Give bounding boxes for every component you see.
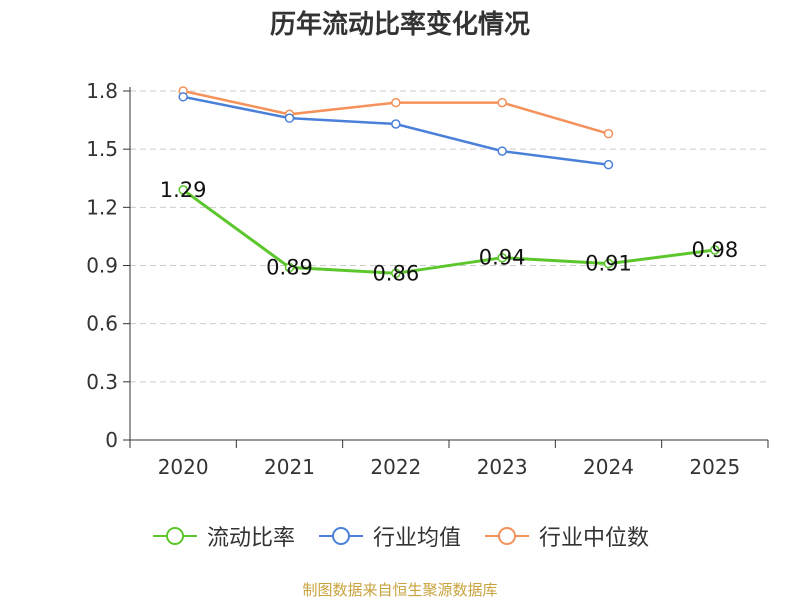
x-tick-label: 2022 — [370, 455, 421, 479]
legend-label: 行业中位数 — [539, 526, 650, 551]
x-tick-label: 2023 — [477, 455, 528, 479]
x-tick-label: 2025 — [689, 455, 740, 479]
legend-line-icon — [485, 527, 529, 545]
data-point — [178, 92, 188, 102]
data-point — [391, 119, 401, 129]
y-tick-label: 0.6 — [86, 312, 118, 336]
data-label: 1.29 — [160, 178, 207, 202]
y-tick-label: 1.8 — [86, 79, 118, 103]
data-label: 0.89 — [266, 255, 313, 279]
data-point — [497, 97, 507, 108]
data-point — [284, 113, 295, 123]
data-point — [603, 258, 614, 269]
data-point — [497, 252, 507, 263]
data-point — [178, 185, 188, 195]
x-tick-label: 2021 — [264, 455, 315, 479]
chart-title: 历年流动比率变化情况 — [269, 10, 530, 40]
series-line-0 — [182, 188, 715, 275]
data-label: 0.86 — [372, 261, 419, 285]
data-point — [284, 262, 295, 273]
legend: 流动比率 行业均值 行业中位数 — [0, 520, 800, 552]
y-tick-label: 0.3 — [86, 370, 118, 394]
legend-item-industry-mean[interactable]: 行业均值 — [317, 520, 461, 552]
legend-line-icon — [318, 527, 363, 545]
x-tick-label: 2020 — [158, 455, 209, 479]
legend-line-icon — [152, 527, 197, 545]
data-point — [391, 268, 401, 279]
data-label: 0.94 — [479, 246, 526, 270]
data-point — [710, 245, 720, 255]
data-label: 0.98 — [691, 238, 738, 262]
y-tick-label: 0.9 — [86, 254, 118, 278]
y-tick-label: 1.2 — [86, 195, 118, 219]
x-tick-label: 2024 — [583, 455, 634, 479]
data-point — [497, 146, 507, 156]
legend-label: 行业均值 — [372, 526, 461, 551]
data-label: 0.91 — [585, 252, 632, 276]
legend-label: 流动比率 — [206, 526, 295, 551]
data-point — [391, 97, 401, 108]
data-point — [603, 159, 614, 170]
y-tick-label: 0 — [105, 428, 118, 452]
legend-item-industry-median[interactable]: 行业中位数 — [483, 520, 649, 552]
data-point — [603, 128, 614, 139]
y-tick-label: 1.5 — [86, 137, 118, 161]
source-note: 制图数据来自恒生聚源数据库 — [302, 581, 498, 599]
legend-item-current-ratio[interactable]: 流动比率 — [151, 520, 295, 552]
